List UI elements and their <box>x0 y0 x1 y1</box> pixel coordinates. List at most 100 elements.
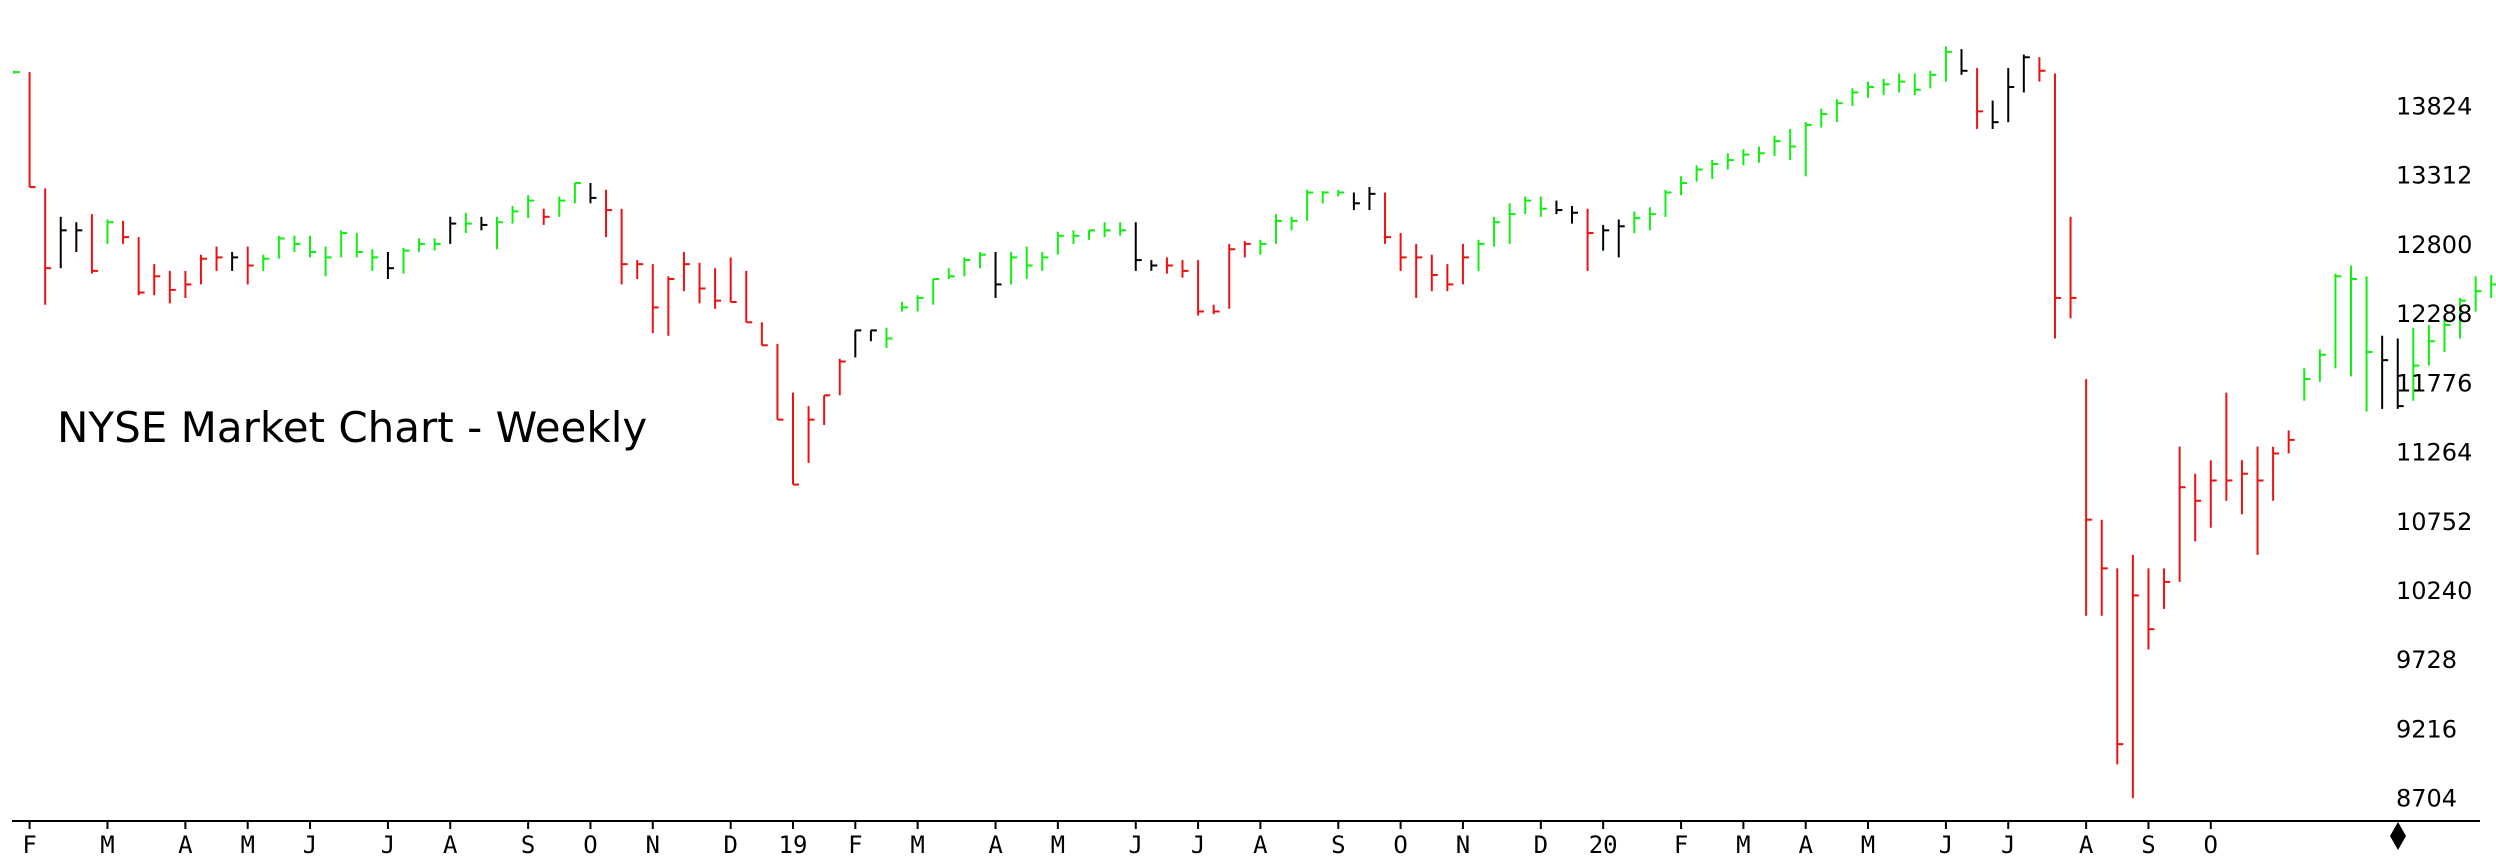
x-tick-label: A <box>1253 831 1268 858</box>
price-bar <box>838 358 846 396</box>
price-bar <box>1243 241 1251 258</box>
price-bar <box>1259 239 1267 255</box>
price-bar <box>760 322 768 347</box>
price-bar <box>2396 338 2404 409</box>
price-bar <box>963 257 971 277</box>
price-bar <box>776 343 784 421</box>
y-tick-label: 12288 <box>2396 300 2472 328</box>
price-bar <box>1867 81 1875 98</box>
price-bar <box>1384 192 1392 244</box>
y-axis-ticks: 8704 9216 9728 10240 10752 11264 11776 12288 128… <box>2396 92 2472 812</box>
price-bar <box>2209 460 2217 528</box>
price-bar <box>2334 273 2342 369</box>
price-bar <box>215 246 223 271</box>
price-bar <box>2240 460 2248 515</box>
price-bar <box>901 302 909 312</box>
price-bar <box>122 220 130 244</box>
x-tick-label: S <box>2141 831 2155 858</box>
price-bar <box>2163 568 2171 609</box>
price-bar <box>932 278 940 305</box>
price-bar <box>636 260 644 280</box>
x-tick-label: M <box>1736 831 1750 858</box>
price-bar <box>2100 519 2108 616</box>
price-bar <box>106 219 114 244</box>
price-bar <box>698 262 706 304</box>
price-bar <box>309 235 317 258</box>
price-bar <box>28 72 36 189</box>
price-bar <box>1929 70 1937 89</box>
price-bar <box>168 270 176 304</box>
price-bar <box>2256 446 2264 555</box>
price-bar <box>2116 568 2124 765</box>
price-bar <box>792 392 799 486</box>
price-bar <box>1150 260 1158 271</box>
price-bar <box>1290 216 1298 231</box>
price-bar <box>199 254 207 285</box>
x-tick-label: J <box>1191 831 1205 858</box>
price-bar <box>2474 276 2482 312</box>
price-bar <box>2427 324 2435 366</box>
x-tick-label: F <box>22 831 36 858</box>
price-bar <box>1041 251 1049 271</box>
price-bar <box>1337 189 1345 197</box>
y-tick-label: 11264 <box>2396 439 2472 467</box>
price-bar <box>1882 78 1890 96</box>
price-bar <box>2007 68 2015 123</box>
price-bar <box>1711 160 1719 179</box>
price-bar <box>1088 229 1096 240</box>
price-bar <box>1742 149 1750 166</box>
price-bar <box>745 270 753 324</box>
price-bar <box>1602 224 1610 251</box>
price-bar <box>947 268 955 280</box>
scroll-diamond-icon[interactable] <box>2390 822 2406 850</box>
price-bar <box>558 196 566 217</box>
price-bar <box>2412 327 2420 401</box>
price-bar <box>1056 231 1064 255</box>
price-bar <box>1648 207 1656 231</box>
price-bar <box>1306 189 1314 221</box>
price-bar <box>2038 57 2046 82</box>
price-bar <box>293 235 301 252</box>
price-bars <box>13 46 2496 799</box>
price-bar <box>1555 200 1563 215</box>
x-tick-label: M <box>910 831 924 858</box>
price-bar <box>869 329 877 342</box>
price-bar <box>277 235 285 259</box>
price-bar <box>667 276 675 336</box>
x-tick-label: 20 <box>1589 831 1618 858</box>
price-bar <box>386 251 394 280</box>
price-bar <box>1430 254 1438 292</box>
price-bar <box>1820 108 1828 128</box>
price-bar <box>1461 243 1469 285</box>
price-bar <box>2365 276 2373 412</box>
price-bar <box>2490 274 2496 298</box>
price-bar <box>59 216 67 269</box>
price-bar <box>573 182 581 204</box>
price-bar <box>1898 73 1906 93</box>
price-bar <box>994 251 1002 298</box>
price-bar <box>2194 473 2202 542</box>
price-bar <box>1025 246 1033 280</box>
price-bar <box>885 327 893 348</box>
price-bar <box>246 246 254 285</box>
price-bar <box>2443 316 2451 353</box>
price-bar <box>1446 264 1454 292</box>
x-tick-label: J <box>303 831 317 858</box>
price-bar <box>1415 243 1423 298</box>
x-tick-label: A <box>2079 831 2094 858</box>
price-bar <box>13 70 20 74</box>
x-tick-label: M <box>1051 831 1065 858</box>
x-tick-label: F <box>1674 831 1688 858</box>
price-bar <box>1976 68 1984 129</box>
price-bar <box>75 222 83 252</box>
x-tick-label: A <box>443 831 458 858</box>
price-bar <box>2131 554 2139 799</box>
price-bar <box>1680 176 1688 196</box>
price-bar <box>480 216 488 231</box>
price-bar <box>1633 211 1641 234</box>
price-bar <box>418 238 426 252</box>
price-bar <box>1508 203 1516 244</box>
price-bar <box>1352 192 1360 211</box>
price-bar <box>2287 430 2295 454</box>
price-bar <box>1726 153 1734 170</box>
